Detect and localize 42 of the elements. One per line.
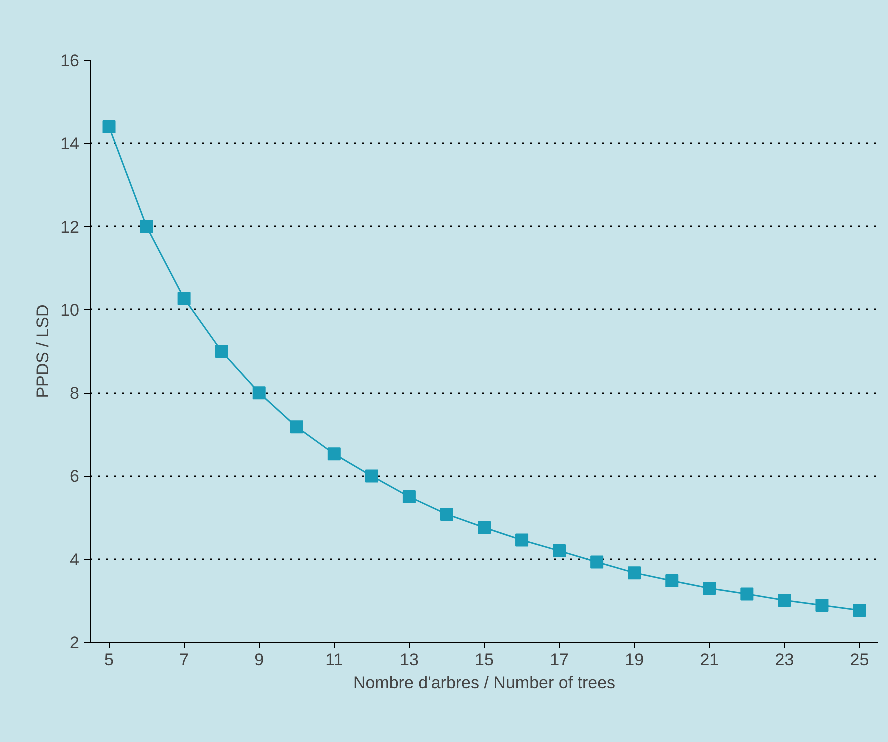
x-tick-label: 19 — [625, 650, 644, 670]
y-tick-label: 4 — [70, 550, 80, 570]
x-tick-label: 7 — [180, 650, 190, 670]
point — [666, 574, 679, 588]
x-tick-label: 25 — [850, 650, 870, 670]
point — [215, 345, 228, 358]
x-tick-label: 23 — [775, 650, 794, 670]
point — [440, 508, 454, 521]
point — [740, 588, 754, 601]
point — [290, 420, 304, 434]
point — [590, 556, 604, 569]
point — [365, 470, 378, 483]
x-tick-label: 13 — [400, 650, 419, 670]
y-tick-label: 10 — [60, 300, 80, 320]
point — [328, 448, 341, 461]
x-tick-label: 9 — [254, 650, 264, 670]
point — [102, 120, 116, 134]
x-tick-label: 21 — [700, 650, 720, 670]
point — [140, 220, 154, 234]
point — [703, 582, 716, 595]
y-tick-label: 16 — [60, 52, 80, 70]
x-tick-label: 11 — [326, 650, 344, 670]
point — [178, 292, 191, 306]
x-axis-title: Nombre d'arbres / Number of trees — [353, 674, 616, 692]
point — [853, 604, 866, 617]
x-tick-label: 5 — [104, 650, 114, 670]
point — [553, 544, 566, 558]
x-tick-label: 15 — [475, 650, 494, 670]
x-tick-label: 17 — [550, 650, 570, 670]
y-tick-label: 8 — [70, 384, 80, 404]
y-tick-label: 6 — [70, 467, 80, 486]
y-tick-label: 12 — [60, 218, 80, 237]
point — [816, 599, 829, 612]
point — [516, 534, 529, 547]
point — [778, 594, 792, 608]
y-tick-label: 2 — [70, 634, 80, 652]
point — [478, 521, 491, 534]
point — [402, 490, 416, 504]
point — [628, 566, 642, 580]
y-axis-title: PPDS / LSD — [34, 304, 53, 398]
point — [252, 386, 266, 400]
y-tick-label: 14 — [60, 134, 80, 154]
